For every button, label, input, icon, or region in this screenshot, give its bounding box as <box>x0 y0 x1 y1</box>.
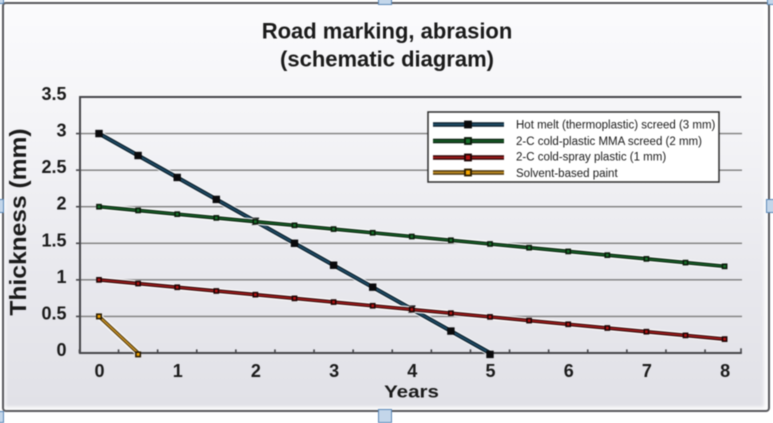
svg-text:7: 7 <box>642 361 652 381</box>
svg-text:6: 6 <box>564 361 574 381</box>
svg-text:0: 0 <box>94 361 104 381</box>
svg-text:1: 1 <box>173 361 183 381</box>
svg-text:3.5: 3.5 <box>41 84 66 104</box>
svg-text:Solvent-based paint: Solvent-based paint <box>516 168 618 180</box>
svg-text:2-C cold-plastic MMA screed (2: 2-C cold-plastic MMA screed (2 mm) <box>516 136 702 148</box>
svg-text:4: 4 <box>407 361 417 381</box>
svg-text:1.5: 1.5 <box>41 230 66 250</box>
svg-text:2: 2 <box>251 361 261 381</box>
svg-text:2.5: 2.5 <box>41 157 66 177</box>
svg-text:5: 5 <box>485 361 495 381</box>
svg-text:(schematic diagram): (schematic diagram) <box>280 47 494 72</box>
svg-text:3: 3 <box>56 121 66 141</box>
svg-text:2: 2 <box>56 194 66 214</box>
svg-text:Years: Years <box>384 383 439 403</box>
svg-text:Road marking, abrasion: Road marking, abrasion <box>262 19 513 44</box>
svg-text:0.5: 0.5 <box>41 303 66 323</box>
svg-text:Thickness (mm): Thickness (mm) <box>6 128 32 315</box>
svg-text:1: 1 <box>56 267 66 287</box>
svg-text:8: 8 <box>720 361 730 381</box>
svg-text:0: 0 <box>56 340 66 360</box>
svg-text:Hot melt (thermoplastic) scree: Hot melt (thermoplastic) screed (3 mm) <box>516 120 716 132</box>
svg-text:2-C cold-spray plastic (1 mm): 2-C cold-spray plastic (1 mm) <box>516 152 666 164</box>
svg-text:3: 3 <box>329 361 339 381</box>
